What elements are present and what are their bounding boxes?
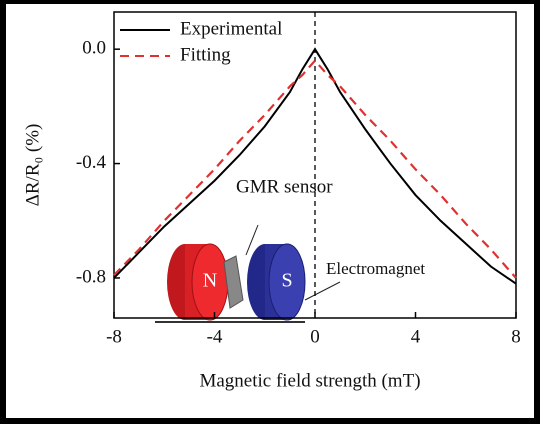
sensor-label: GMR sensor [236,176,333,197]
legend-label: Experimental [180,18,282,39]
x-tick-label: 4 [411,326,421,347]
x-tick-label: 8 [511,326,521,347]
y-tick-label: -0.4 [76,152,107,173]
x-axis-title: Magnetic field strength (mT) [199,370,420,391]
x-tick-label: -4 [207,326,223,347]
south-label: S [281,270,292,292]
series-line [113,47,517,285]
y-tick-label: 0.0 [82,38,106,59]
north-label: N [203,270,217,292]
magnet-label: Electromagnet [326,259,425,278]
series-line [113,58,517,279]
legend-label: Fitting [180,44,231,65]
x-tick-label: -8 [106,326,122,347]
x-tick-label: 0 [310,326,320,347]
y-axis-title: ΔR/R₀ (%) [22,124,43,207]
panel [6,4,534,418]
plot-frame [113,11,517,319]
y-tick-label: -0.8 [76,266,106,287]
inset [155,224,341,323]
